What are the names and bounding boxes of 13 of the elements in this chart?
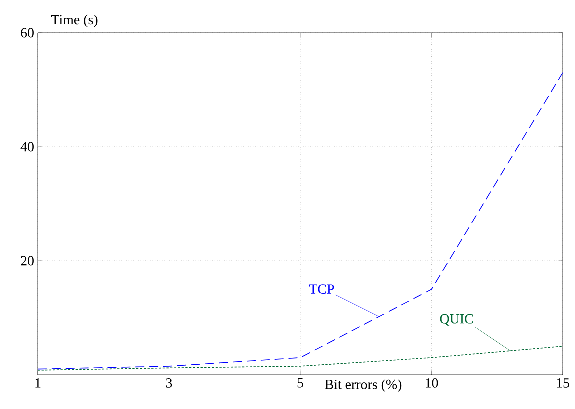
x-tick-label: 15 — [557, 378, 570, 388]
x-tick-label: 10 — [426, 378, 438, 388]
line-series — [38, 72, 564, 370]
x-axis-title: Bit errors (%) — [325, 380, 402, 392]
x-tick-label: 5 — [298, 378, 304, 388]
text: TCP — [309, 284, 334, 294]
y-axis-title: Time (s) — [51, 14, 98, 28]
x-tick-label: 3 — [166, 378, 172, 388]
y-tick-label: 20 — [21, 256, 34, 266]
text: QUIC — [440, 314, 474, 326]
x-tick-label: 1 — [36, 378, 41, 388]
y-tick-label: 60 — [21, 28, 34, 38]
y-tick-label: 40 — [20, 142, 34, 152]
